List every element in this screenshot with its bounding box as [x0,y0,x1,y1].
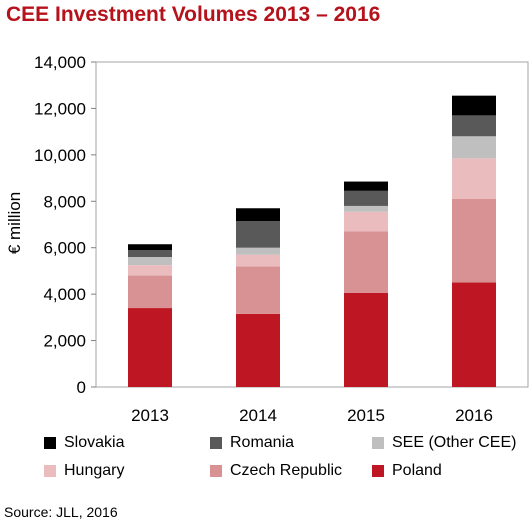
bar-segment-hungary-2013 [128,265,172,276]
bar-segment-slovakia-2015 [344,181,388,191]
y-tick-label: 14,000 [34,53,86,72]
legend-label-slovakia: Slovakia [64,434,125,451]
y-tick-label: 0 [77,378,86,397]
y-tick-label: 2,000 [43,332,86,351]
legend-label-hungary: Hungary [64,462,125,479]
bar-segment-see-other-cee--2015 [344,205,388,212]
y-axis-label: € million [5,192,24,254]
legend-label-poland: Poland [392,462,442,479]
bar-segment-hungary-2016 [452,158,496,199]
bar-segment-romania-2014 [236,221,280,248]
bar-segment-poland-2013 [128,308,172,387]
bar-segment-see-other-cee--2014 [236,247,280,255]
chart-area: 0 2,000 4,000 6,000 8,000 10,000 12,000 14,000 2… [0,38,530,462]
bar-segment-romania-2015 [344,190,388,206]
legend-swatch-slovakia [44,437,56,449]
legend-label-czech-republic: Czech Republic [230,462,343,479]
bar-segment-poland-2016 [452,282,496,387]
bar-segment-romania-2016 [452,115,496,137]
legend-item-czech-republic: Czech Republic [210,462,342,480]
x-tick-label: 2015 [347,406,385,425]
bar-segment-czech-republic-2016 [452,198,496,283]
bars-layer [128,95,496,387]
axis-layer: 0 2,000 4,000 6,000 8,000 10,000 12,000 14,000 2… [34,53,529,425]
plot-frame [95,61,529,388]
y-tick-label: 12,000 [34,99,86,118]
legend-swatch-romania [210,437,222,449]
y-tick-label: 8,000 [43,192,86,211]
legend-item-see: SEE (Other CEE) [372,434,516,452]
legend-label-see: SEE (Other CEE) [392,434,517,451]
bar-segment-romania-2013 [128,250,172,257]
legend-swatch-hungary [44,465,56,477]
bar-segment-hungary-2015 [344,211,388,232]
legend-item-romania: Romania [210,434,294,452]
bar-segment-czech-republic-2015 [344,231,388,293]
y-tick-label: 4,000 [43,285,86,304]
bar-segment-hungary-2014 [236,254,280,267]
stacked-bar-chart: 0 2,000 4,000 6,000 8,000 10,000 12,000 14,000 2… [5,53,529,425]
legend-item-slovakia: Slovakia [44,434,124,452]
legend-swatch-czech-republic [210,465,222,477]
bar-segment-see-other-cee--2013 [128,257,172,266]
y-tick-label: 10,000 [34,146,86,165]
x-tick-label: 2014 [239,406,277,425]
bar-segment-czech-republic-2013 [128,275,172,309]
bar-segment-poland-2014 [236,313,280,387]
legend-label-romania: Romania [230,434,295,451]
bar-segment-czech-republic-2014 [236,266,280,314]
chart-title: CEE Investment Volumes 2013 – 2016 [6,3,381,26]
legend-swatch-poland [372,465,384,477]
bar-segment-slovakia-2013 [128,244,172,251]
bar-segment-poland-2015 [344,292,388,387]
x-tick-label: 2013 [131,406,169,425]
x-tick-label: 2016 [455,406,493,425]
bar-segment-slovakia-2014 [236,208,280,222]
bar-segment-slovakia-2016 [452,95,496,116]
legend-swatch-see [372,437,384,449]
legend: Slovakia Romania SEE (Other CEE) Hungary… [0,432,530,488]
bar-segment-see-other-cee--2016 [452,136,496,159]
legend-item-poland: Poland [372,462,442,480]
source-note: Source: JLL, 2016 [4,504,118,520]
legend-item-hungary: Hungary [44,462,124,480]
y-tick-label: 6,000 [43,239,86,258]
